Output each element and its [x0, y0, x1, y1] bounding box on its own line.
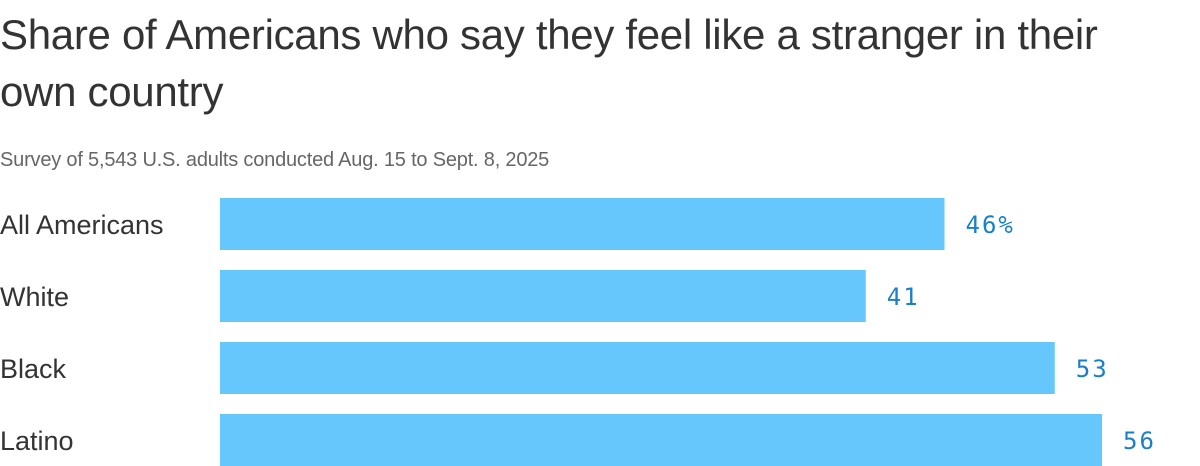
- category-label: Latino: [0, 426, 74, 456]
- bar: [220, 270, 866, 322]
- category-label: White: [0, 282, 69, 312]
- value-label: 41: [887, 283, 920, 311]
- bar: [220, 342, 1055, 394]
- bar: [220, 414, 1102, 466]
- category-label: Black: [0, 354, 67, 384]
- value-label: 53: [1076, 355, 1109, 383]
- chart-title: Share of Americans who say they feel lik…: [0, 11, 1098, 115]
- bar: [220, 198, 945, 250]
- value-label: 46%: [966, 211, 1015, 239]
- chart-subtitle: Survey of 5,543 U.S. adults conducted Au…: [0, 149, 550, 171]
- value-label: 56: [1123, 427, 1156, 455]
- category-label: All Americans: [0, 210, 164, 240]
